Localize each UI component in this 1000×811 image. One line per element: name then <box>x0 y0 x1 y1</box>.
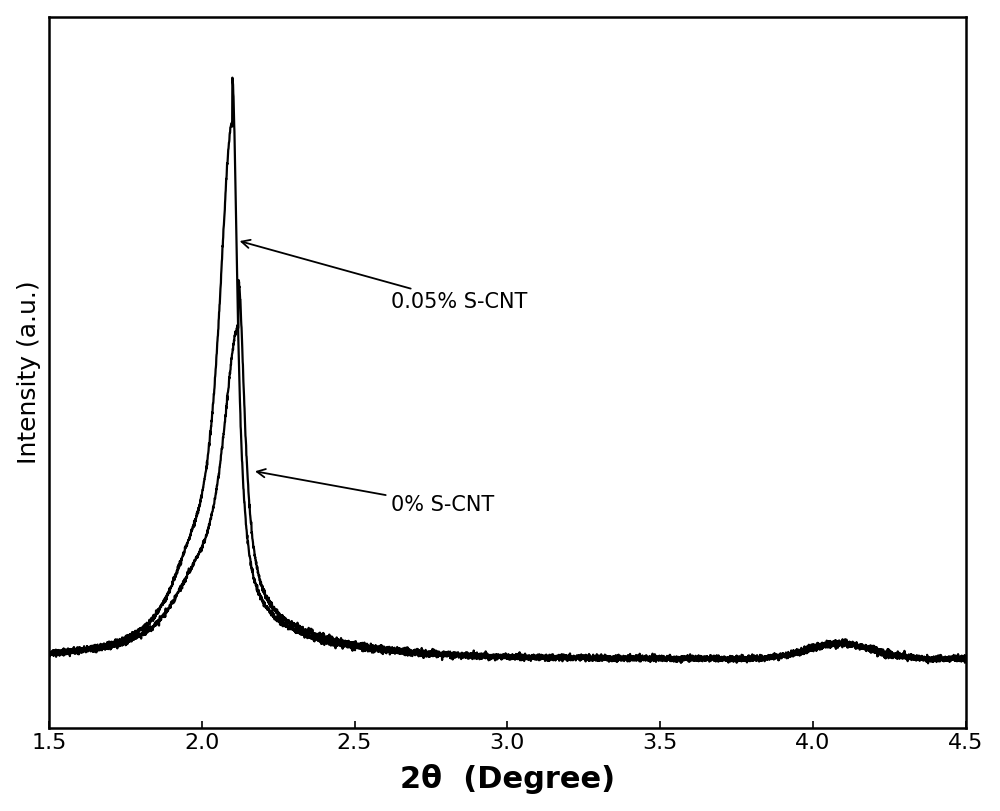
Y-axis label: Intensity (a.u.): Intensity (a.u.) <box>17 281 41 465</box>
Text: 0% S-CNT: 0% S-CNT <box>257 469 494 516</box>
X-axis label: 2θ  (Degree): 2θ (Degree) <box>400 764 615 794</box>
Text: 0.05% S-CNT: 0.05% S-CNT <box>242 240 528 312</box>
